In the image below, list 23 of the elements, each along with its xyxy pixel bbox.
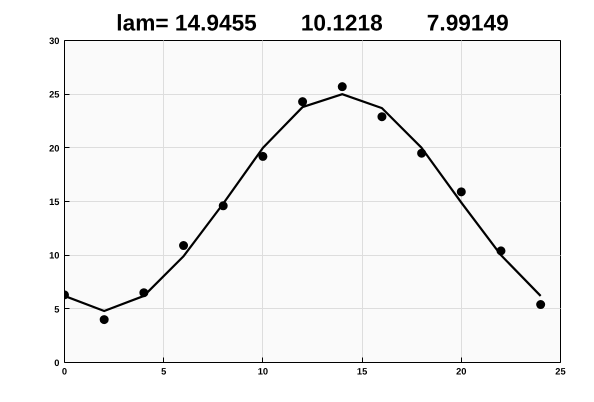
point [377,112,386,122]
y-tick-label: 20 [49,143,60,154]
x-tick-label: 5 [161,366,166,376]
y-tick-label: 5 [54,304,60,314]
point [536,300,546,310]
y-tick-label: 30 [49,36,60,46]
x-tick-label: 25 [555,366,566,376]
y-tick-label: 10 [49,250,60,261]
y-tick-label: 0 [54,358,60,368]
line-series [64,93,542,312]
point [100,315,109,324]
x-tick-label: 0 [62,366,68,376]
y-tick-label: 25 [49,90,60,100]
chart-title: lam= 14.9455 10.1218 7.99149 [116,10,509,36]
y-tick-label: 15 [49,197,60,207]
point [456,187,466,196]
x-tick-label: 10 [258,366,268,376]
point [179,241,188,250]
point [338,82,347,92]
point [298,97,308,106]
x-tick-label: 15 [356,366,368,376]
x-tick-label: 20 [456,366,467,376]
point [258,152,268,161]
